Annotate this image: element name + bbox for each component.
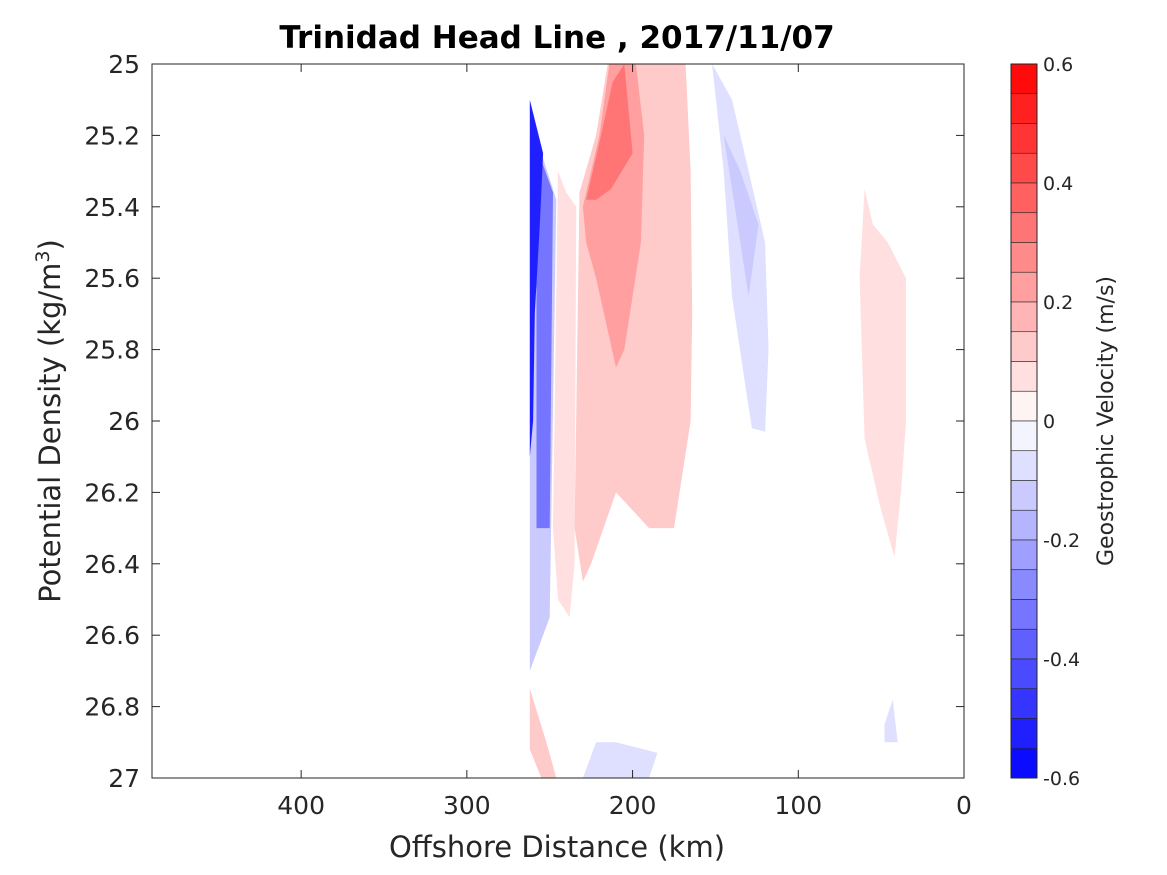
colorbar-segment	[1010, 420, 1038, 452]
colorbar-tick-label: 0.2	[1043, 292, 1073, 314]
x-axis-ticks: 400 300 200 100 0	[277, 64, 972, 820]
contour-region-9	[859, 189, 906, 557]
colorbar-segment	[1010, 628, 1038, 660]
x-tick-label: 400	[277, 791, 325, 820]
y-axis-label: Potential Density (kg/m3)	[32, 239, 67, 603]
y-tick-label: 26.2	[84, 478, 140, 507]
colorbar-segment	[1010, 450, 1038, 481]
contour-region-6	[586, 64, 633, 200]
colorbar-segment	[1010, 242, 1038, 273]
x-tick-label: 100	[774, 791, 822, 820]
y-axis-ticks: 25 25.2 25.4 25.6 25.8 26 26.2 26.4 26.6 26.8 27	[84, 50, 964, 793]
colorbar-ticks: 0.6 0.4 0.2 0 -0.2 -0.4 -0.6	[1043, 54, 1080, 790]
contour-region-8	[723, 135, 759, 296]
y-tick-label: 26.4	[84, 550, 140, 579]
colorbar-tick-label: 0.6	[1043, 54, 1073, 76]
y-axis-label-close: )	[33, 239, 67, 250]
x-tick-label: 0	[956, 791, 972, 820]
colorbar-segment	[1010, 182, 1038, 214]
contour-region-10	[529, 688, 557, 778]
y-tick-label: 26.6	[84, 621, 140, 650]
contour-region-7	[712, 64, 769, 432]
y-tick-label: 25.6	[84, 264, 140, 293]
x-tick-label: 200	[609, 791, 657, 820]
colorbar-tick-label: -0.2	[1043, 530, 1080, 552]
contour-region-1	[529, 106, 553, 529]
y-tick-label: 25.4	[84, 193, 140, 222]
colorbar-segment	[1010, 63, 1038, 95]
x-axis-label: Offshore Distance (km)	[389, 830, 725, 864]
y-tick-label: 26	[108, 407, 140, 436]
colorbar-label: Geostrophic Velocity (m/s)	[1094, 276, 1119, 566]
colorbar-tick-label: 0	[1043, 411, 1055, 433]
colorbar-segment	[1010, 480, 1038, 511]
colorbar-segment	[1010, 301, 1038, 333]
y-tick-label: 26.8	[84, 693, 140, 722]
y-tick-label: 25.2	[84, 121, 140, 150]
colorbar-tick-label: 0.4	[1043, 173, 1073, 195]
colorbar-tick-label: -0.4	[1043, 649, 1080, 671]
colorbar-tick-label: -0.6	[1043, 768, 1080, 790]
contour-region-11	[582, 742, 658, 778]
y-tick-label: 27	[108, 764, 140, 793]
y-tick-label: 25.8	[84, 336, 140, 365]
colorbar-segment	[1010, 123, 1038, 154]
contour-region-3	[553, 171, 577, 618]
colorbar-segment	[1010, 539, 1038, 571]
colorbar-segment	[1010, 718, 1038, 749]
colorbar-segment	[1010, 390, 1038, 422]
colorbar-segment	[1010, 331, 1038, 362]
colorbar-segment	[1010, 212, 1038, 243]
y-axis-label-main: Potential Density (kg/m	[33, 263, 67, 603]
colorbar-segment	[1010, 658, 1038, 690]
colorbar-frame	[1010, 63, 1038, 779]
y-tick-label: 25	[108, 50, 140, 79]
contour-region-2	[529, 99, 544, 457]
colorbar-segment	[1010, 152, 1038, 184]
contour-region-12	[884, 699, 898, 743]
colorbar-segment	[1010, 688, 1038, 719]
chart-title: Trinidad Head Line , 2017/11/07	[279, 20, 834, 56]
colorbar-segment	[1010, 747, 1038, 779]
colorbar-segment	[1010, 271, 1038, 303]
x-tick-label: 300	[443, 791, 491, 820]
colorbar-segment	[1010, 599, 1038, 630]
colorbar-segment	[1010, 93, 1038, 124]
y-axis-label-superscript: 3	[32, 250, 54, 262]
colorbar-segment	[1010, 361, 1038, 392]
colorbar-segment	[1010, 509, 1038, 541]
colorbar-segment	[1010, 569, 1038, 600]
colorbar	[1010, 63, 1038, 779]
contour-regions	[529, 64, 906, 778]
